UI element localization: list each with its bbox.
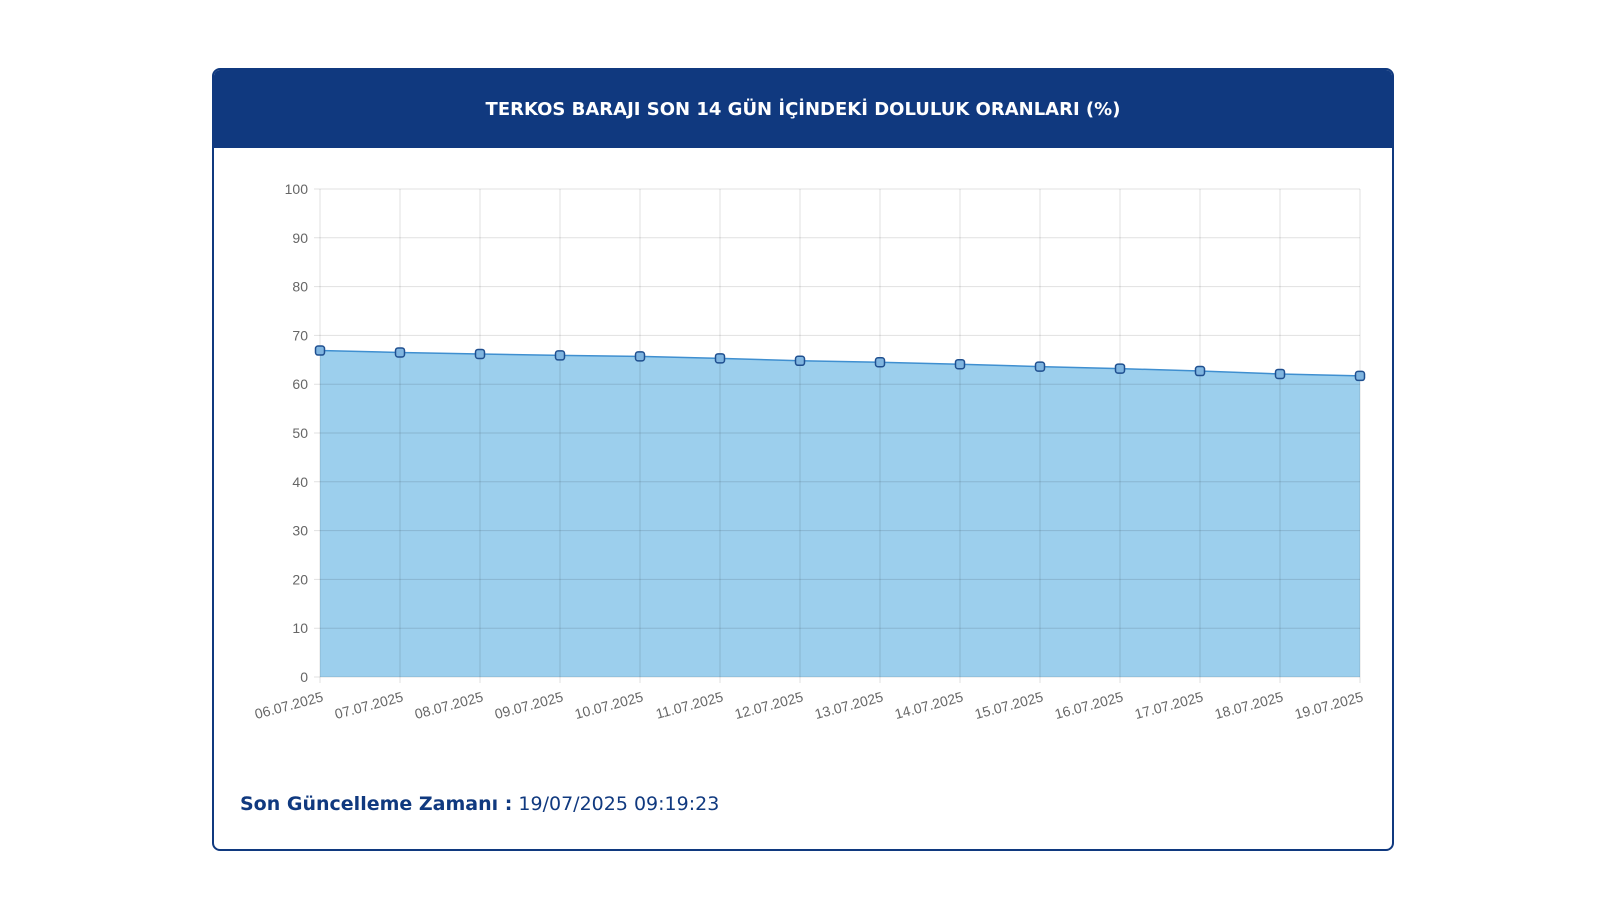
last-update-value: 19/07/2025 09:19:23 <box>518 793 720 815</box>
data-point <box>1034 361 1046 372</box>
data-point <box>1194 365 1206 377</box>
x-tick-label: 10.07.2025 <box>573 688 645 722</box>
data-point <box>394 347 406 358</box>
y-tick-label: 80 <box>292 279 308 295</box>
data-point <box>714 353 726 364</box>
x-tick-label: 17.07.2025 <box>1133 688 1205 722</box>
x-tick-label: 08.07.2025 <box>413 688 485 722</box>
x-tick-label: 16.07.2025 <box>1053 688 1125 722</box>
y-tick-label: 90 <box>292 230 308 246</box>
last-update-label: Son Güncelleme Zamanı : <box>240 793 513 815</box>
data-point <box>1354 370 1366 382</box>
y-tick-label: 20 <box>292 571 308 587</box>
line-chart: 0 10 20 30 40 50 60 70 80 90 100 06.07.2025 07.07.20… <box>253 181 1366 722</box>
chart-area: 0 10 20 30 40 50 60 70 80 90 100 06.07.2025 07.07.20… <box>214 70 1392 849</box>
y-tick-label: 60 <box>292 376 308 392</box>
y-tick-label: 70 <box>292 327 308 343</box>
y-tick-label: 100 <box>285 181 309 197</box>
series-line <box>319 349 1361 377</box>
y-tick-label: 40 <box>292 474 308 490</box>
data-point <box>474 348 486 360</box>
x-tick-label: 14.07.2025 <box>893 688 965 722</box>
data-point <box>1274 368 1286 380</box>
data-point <box>554 350 566 361</box>
y-tick-label: 30 <box>292 523 308 539</box>
data-point <box>634 351 646 362</box>
x-tick-label: 09.07.2025 <box>493 688 565 722</box>
y-tick-label: 0 <box>300 669 308 685</box>
x-tick-label: 12.07.2025 <box>733 688 805 722</box>
panel-title: TERKOS BARAJI SON 14 GÜN İÇİNDEKİ DOLULU… <box>214 70 1392 148</box>
data-point <box>954 358 966 370</box>
x-tick-label: 19.07.2025 <box>1293 688 1365 722</box>
y-tick-label: 50 <box>292 425 308 441</box>
last-update: Son Güncelleme Zamanı : 19/07/2025 09:19… <box>240 793 719 815</box>
x-tick-label: 15.07.2025 <box>973 688 1045 722</box>
series-area-fill <box>320 350 1360 677</box>
chart-panel: TERKOS BARAJI SON 14 GÜN İÇİNDEKİ DOLULU… <box>212 68 1394 851</box>
x-tick-label: 11.07.2025 <box>654 688 725 721</box>
y-tick-label: 10 <box>292 620 308 636</box>
data-point <box>874 356 886 368</box>
x-tick-label: 13.07.2025 <box>813 688 885 722</box>
data-point <box>794 355 806 367</box>
data-point <box>314 345 326 356</box>
x-tick-label: 06.07.2025 <box>253 688 325 722</box>
x-tick-label: 18.07.2025 <box>1213 688 1285 722</box>
x-tick-label: 07.07.2025 <box>333 688 405 722</box>
data-point <box>1114 363 1126 374</box>
